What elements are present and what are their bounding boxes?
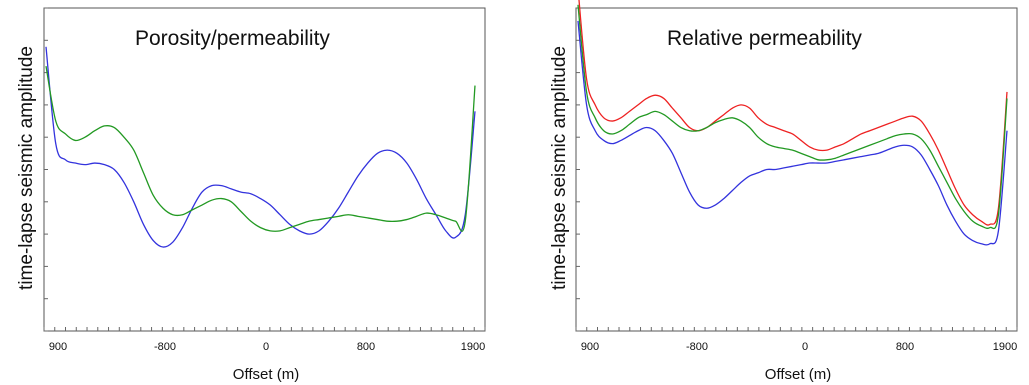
chart-panel-relative-permeability: time-lapse seismic amplitude Relative pe… (549, 0, 1018, 383)
series-line-3 (577, 20, 1008, 246)
series-lines (45, 46, 476, 248)
series-lines (577, 0, 1008, 246)
x-tick-label: 1900 (461, 341, 485, 353)
x-tick-label: 900 (49, 341, 67, 353)
x-tick-label: 0 (802, 341, 808, 353)
axis-ticks (43, 7, 486, 332)
series-line-1 (45, 46, 476, 248)
x-tick-label: 0 (263, 341, 269, 353)
plot-frame (575, 7, 1018, 332)
chart-panel-porosity-permeability: time-lapse seismic amplitude Porosity/pe… (16, 7, 486, 383)
series-line-2 (45, 66, 476, 232)
x-tick-label: -800 (154, 341, 176, 353)
chart-title: Porosity/permeability (135, 27, 330, 50)
x-axis-label: Offset (m) (233, 366, 299, 383)
y-axis-label: time-lapse seismic amplitude (16, 46, 37, 290)
x-tick-label: -800 (686, 341, 708, 353)
x-tick-label: 800 (357, 341, 375, 353)
x-tick-label: 1900 (993, 341, 1017, 353)
chart-title: Relative permeability (667, 27, 862, 50)
x-axis-label: Offset (m) (765, 366, 831, 383)
y-axis-label: time-lapse seismic amplitude (549, 46, 570, 290)
series-line-2 (577, 4, 1008, 230)
series-line-1 (578, 0, 1008, 226)
x-tick-label: 900 (581, 341, 599, 353)
x-tick-label: 800 (896, 341, 914, 353)
plot-frame (43, 7, 486, 332)
axis-ticks (575, 7, 1018, 332)
